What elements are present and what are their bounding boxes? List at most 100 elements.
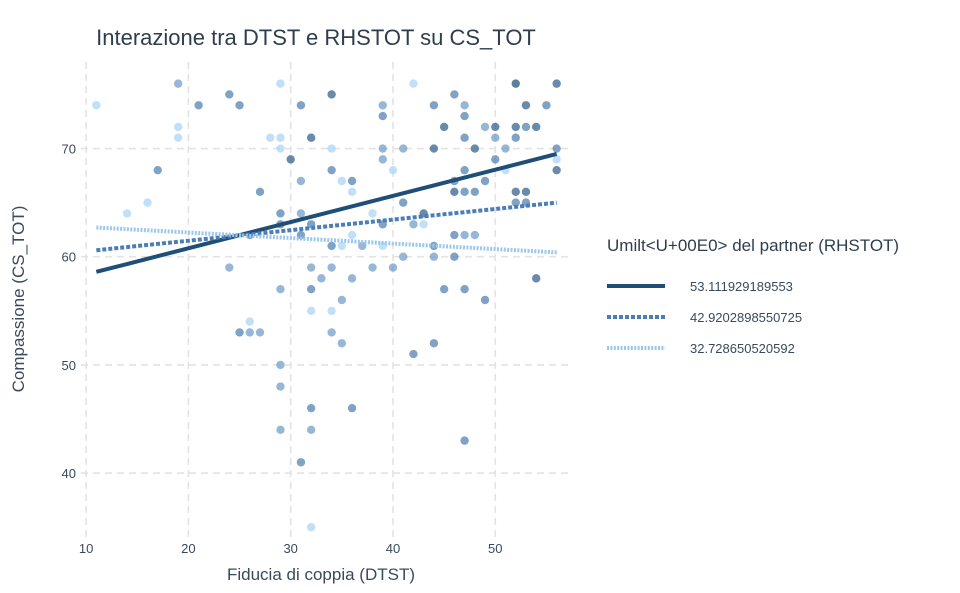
- data-point: [399, 144, 408, 153]
- data-point: [306, 403, 316, 413]
- data-point: [92, 101, 101, 110]
- data-point: [347, 403, 357, 413]
- data-point: [122, 209, 132, 218]
- y-tick-label: 40: [62, 466, 76, 481]
- data-point: [439, 122, 449, 132]
- trend-line: [95, 152, 558, 274]
- data-point: [255, 187, 265, 197]
- data-point: [317, 274, 326, 283]
- data-point: [450, 187, 459, 197]
- data-point: [460, 111, 469, 121]
- data-point: [347, 274, 357, 283]
- data-point: [255, 328, 265, 337]
- legend: Umilt<U+00E0> del partner (RHSTOT) 53.11…: [607, 236, 899, 356]
- data-point: [409, 349, 418, 359]
- data-point: [143, 198, 152, 207]
- data-point: [511, 122, 520, 132]
- data-point: [327, 306, 336, 316]
- data-point: [306, 284, 316, 294]
- data-point: [327, 165, 336, 175]
- x-tick-label: 20: [181, 541, 195, 556]
- data-point: [450, 90, 459, 99]
- data-point: [429, 144, 439, 153]
- data-point: [306, 425, 316, 435]
- data-point: [460, 230, 469, 240]
- data-point: [388, 165, 398, 175]
- data-point: [245, 328, 254, 337]
- data-point: [388, 263, 398, 272]
- data-point: [347, 176, 357, 186]
- data-point: [286, 155, 295, 164]
- data-point: [460, 436, 469, 445]
- data-point: [296, 101, 306, 110]
- data-point: [173, 122, 183, 132]
- data-point: [327, 328, 336, 337]
- x-tick-label: 30: [283, 541, 297, 556]
- grid: [81, 62, 572, 538]
- y-tick-label: 60: [62, 250, 76, 265]
- data-point: [235, 328, 244, 337]
- data-point: [480, 176, 490, 186]
- data-point: [337, 176, 347, 186]
- data-point: [235, 101, 244, 110]
- data-point: [368, 209, 377, 218]
- data-point: [378, 101, 387, 110]
- data-point: [347, 187, 357, 197]
- data-point: [225, 263, 234, 272]
- data-point: [552, 165, 561, 175]
- data-point: [429, 101, 439, 110]
- data-point: [245, 317, 254, 326]
- data-point: [511, 187, 520, 197]
- legend-label: 42.9202898550725: [690, 310, 802, 325]
- data-point: [552, 155, 561, 164]
- y-tick-label: 50: [62, 358, 76, 373]
- legend-label: 53.111929189553: [690, 279, 793, 294]
- data-point: [306, 522, 316, 532]
- data-point: [378, 241, 387, 251]
- data-point: [521, 101, 531, 110]
- data-point: [460, 284, 469, 294]
- data-point: [409, 79, 418, 88]
- data-point: [153, 165, 162, 175]
- trend-lines: [95, 152, 558, 274]
- data-point: [347, 230, 357, 240]
- data-point: [511, 133, 520, 142]
- data-point: [306, 306, 316, 316]
- data-point: [276, 360, 285, 370]
- x-axis-ticks: 10 20 30 40 50: [79, 541, 503, 556]
- data-point: [501, 144, 510, 153]
- data-point: [399, 252, 408, 261]
- data-point: [460, 101, 469, 110]
- data-point: [173, 79, 183, 88]
- data-point: [276, 144, 285, 153]
- y-tick-label: 70: [62, 142, 76, 157]
- data-point: [480, 122, 490, 132]
- legend-label: 32.728650520592: [690, 341, 795, 356]
- y-axis-title: Compassione (CS_TOT): [9, 206, 28, 393]
- data-point: [276, 284, 285, 294]
- data-point: [552, 79, 561, 88]
- x-tick-label: 10: [79, 541, 93, 556]
- data-point: [327, 144, 336, 153]
- data-point: [511, 79, 520, 88]
- data-point: [296, 176, 306, 186]
- data-point: [306, 263, 316, 272]
- data-point: [296, 458, 306, 467]
- data-point: [542, 101, 551, 110]
- legend-title: Umilt<U+00E0> del partner (RHSTOT): [607, 236, 899, 255]
- trend-line: [96, 200, 557, 253]
- data-point: [460, 187, 469, 197]
- data-point: [480, 295, 490, 305]
- data-point: [327, 241, 336, 251]
- data-point: [470, 230, 480, 240]
- x-tick-label: 40: [386, 541, 400, 556]
- data-point: [470, 144, 480, 153]
- data-point: [276, 209, 285, 218]
- data-point: [460, 165, 469, 175]
- data-point: [521, 187, 531, 197]
- x-tick-label: 50: [488, 541, 502, 556]
- data-point: [491, 155, 500, 164]
- data-point: [429, 252, 439, 261]
- trend-line: [96, 225, 557, 255]
